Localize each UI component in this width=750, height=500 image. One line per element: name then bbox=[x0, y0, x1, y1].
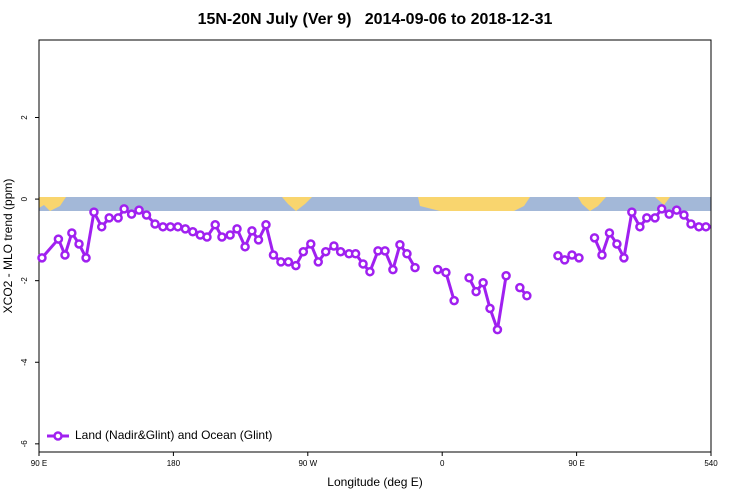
point bbox=[217, 232, 227, 242]
point bbox=[642, 213, 652, 223]
point bbox=[150, 219, 160, 229]
point bbox=[291, 260, 301, 271]
point bbox=[113, 213, 123, 223]
point bbox=[464, 273, 474, 283]
point bbox=[701, 222, 711, 232]
point bbox=[350, 249, 361, 259]
point bbox=[553, 251, 563, 261]
point bbox=[158, 222, 168, 232]
point bbox=[604, 228, 615, 238]
point bbox=[232, 224, 242, 234]
x-tick-label: 90 E bbox=[31, 459, 47, 468]
point bbox=[126, 209, 137, 219]
point bbox=[74, 239, 84, 249]
point bbox=[664, 209, 674, 219]
point bbox=[225, 230, 235, 240]
point bbox=[81, 253, 91, 263]
point bbox=[432, 264, 443, 275]
point bbox=[627, 207, 637, 217]
point bbox=[612, 239, 622, 249]
point bbox=[501, 271, 511, 281]
point bbox=[53, 234, 64, 244]
point bbox=[686, 219, 696, 229]
point bbox=[276, 257, 286, 267]
point bbox=[635, 222, 645, 232]
point bbox=[240, 242, 250, 252]
point bbox=[402, 249, 412, 259]
point bbox=[671, 205, 682, 215]
y-tick-label: 0 bbox=[20, 196, 29, 201]
point bbox=[559, 255, 570, 265]
point bbox=[298, 246, 309, 257]
point bbox=[574, 253, 584, 263]
point bbox=[134, 205, 144, 215]
point bbox=[358, 259, 368, 269]
point bbox=[210, 220, 220, 230]
point bbox=[650, 213, 660, 223]
chart-title: 15N-20N July (Ver 9) 2014-09-06 to 2018-… bbox=[198, 11, 553, 28]
point bbox=[485, 303, 495, 314]
point bbox=[141, 210, 152, 220]
x-tick-label: 0 bbox=[440, 459, 445, 468]
point bbox=[471, 286, 481, 297]
map-strip bbox=[39, 197, 711, 211]
point bbox=[37, 253, 47, 263]
point bbox=[313, 257, 324, 267]
point bbox=[89, 207, 99, 217]
point bbox=[365, 266, 375, 277]
point bbox=[515, 282, 525, 293]
point bbox=[589, 233, 600, 243]
point bbox=[173, 222, 183, 232]
x-tick-label: 90 W bbox=[298, 459, 317, 468]
point bbox=[306, 239, 316, 249]
point bbox=[283, 257, 294, 267]
point bbox=[388, 264, 398, 275]
y-tick-label: -4 bbox=[20, 358, 29, 366]
plot-frame bbox=[38, 39, 712, 453]
point bbox=[180, 224, 191, 234]
point bbox=[449, 295, 459, 306]
point bbox=[165, 222, 176, 232]
y-tick-label: -2 bbox=[20, 277, 29, 285]
point bbox=[335, 246, 346, 257]
point bbox=[119, 204, 129, 214]
point bbox=[60, 250, 70, 260]
point bbox=[261, 220, 271, 230]
point bbox=[253, 235, 264, 245]
y-axis-label: XCO2 - MLO trend (ppm) bbox=[1, 179, 15, 314]
point bbox=[268, 250, 279, 260]
point bbox=[96, 222, 107, 232]
point bbox=[478, 277, 488, 288]
x-tick-label: 90 E bbox=[568, 459, 584, 468]
point bbox=[320, 246, 331, 257]
point bbox=[492, 324, 503, 335]
x-axis-label: Longitude (deg E) bbox=[327, 475, 422, 489]
point bbox=[410, 262, 420, 273]
y-tick-label: 2 bbox=[20, 115, 29, 120]
x-tick-label: 180 bbox=[167, 459, 181, 468]
y-tick-label: -6 bbox=[20, 440, 29, 448]
point bbox=[67, 228, 77, 238]
point bbox=[656, 204, 667, 214]
x-tick-label: 540 bbox=[704, 459, 718, 468]
point bbox=[619, 253, 629, 263]
point bbox=[441, 267, 451, 278]
legend-marker bbox=[53, 431, 63, 441]
point bbox=[395, 240, 405, 250]
point bbox=[522, 291, 532, 301]
point bbox=[104, 213, 114, 223]
point bbox=[597, 250, 607, 260]
point bbox=[202, 232, 212, 242]
point bbox=[188, 226, 198, 237]
legend-label: Land (Nadir&Glint) and Ocean (Glint) bbox=[75, 428, 272, 442]
point bbox=[247, 226, 257, 236]
point bbox=[380, 246, 390, 256]
point bbox=[679, 210, 689, 220]
point bbox=[329, 241, 339, 251]
